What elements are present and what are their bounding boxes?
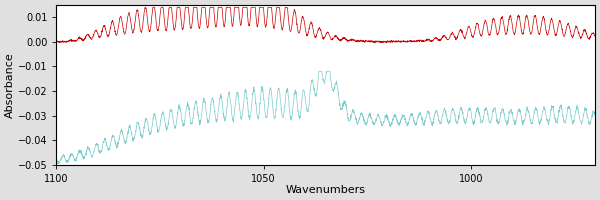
Y-axis label: Absorbance: Absorbance <box>5 52 15 118</box>
X-axis label: Wavenumbers: Wavenumbers <box>286 185 366 195</box>
